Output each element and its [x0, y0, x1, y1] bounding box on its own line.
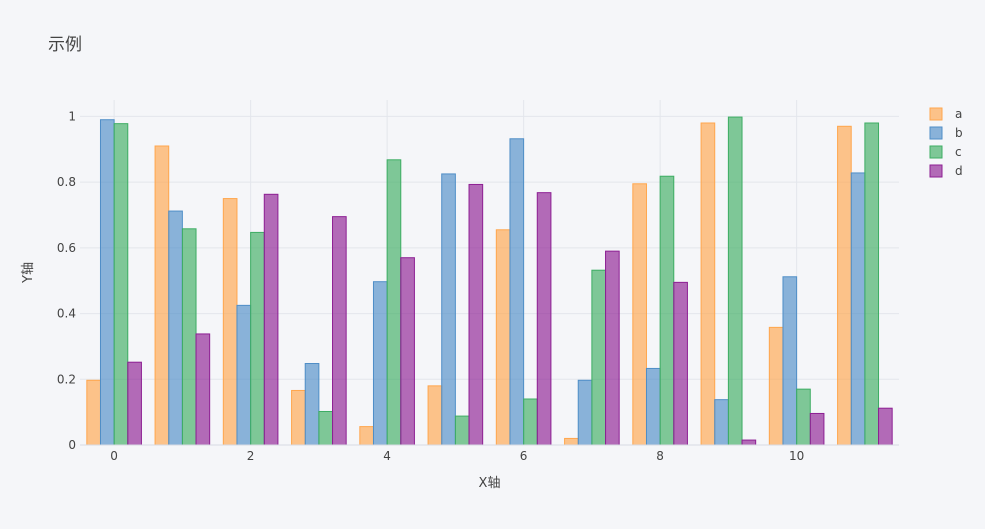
bar-b[interactable]: [509, 138, 525, 446]
bar-b[interactable]: [372, 281, 388, 446]
legend-label-b[interactable]: b: [955, 126, 963, 140]
legend-swatch-d[interactable]: [929, 164, 943, 178]
bar-a[interactable]: [154, 145, 170, 446]
legend-label-c[interactable]: c: [955, 145, 962, 159]
y-tick-label: 0.2: [57, 372, 76, 386]
y-tick-label: 1: [68, 109, 76, 123]
legend-swatch-b[interactable]: [929, 126, 943, 140]
x-tick-label: 2: [247, 449, 255, 463]
bar-b[interactable]: [714, 399, 729, 446]
bar-c[interactable]: [796, 388, 811, 446]
y-axis-title: Y轴: [21, 262, 36, 284]
bar-d[interactable]: [605, 250, 620, 446]
bar-b[interactable]: [168, 210, 183, 446]
y-tick-label: 0.6: [57, 241, 76, 255]
chart-title: 示例: [48, 35, 82, 55]
x-axis-title: X轴: [479, 476, 501, 491]
x-tick-label: 10: [789, 449, 804, 463]
bar-c[interactable]: [181, 228, 197, 446]
x-tick-label: 6: [520, 449, 528, 463]
bar-c[interactable]: [113, 123, 129, 446]
bar-d[interactable]: [400, 257, 415, 446]
bar-a[interactable]: [768, 326, 784, 446]
bar-a[interactable]: [632, 183, 647, 446]
y-tick-label: 0.4: [57, 307, 76, 321]
bar-d[interactable]: [741, 439, 757, 446]
x-tick-label: 8: [656, 449, 664, 463]
bar-c[interactable]: [727, 116, 743, 446]
bar-c[interactable]: [591, 269, 607, 446]
bar-c[interactable]: [318, 410, 334, 446]
bar-d[interactable]: [673, 281, 688, 446]
bar-d[interactable]: [127, 361, 142, 446]
bar-b[interactable]: [577, 379, 593, 446]
bar-b[interactable]: [441, 173, 456, 446]
legend-swatch-c[interactable]: [929, 145, 943, 159]
bar-b[interactable]: [99, 119, 115, 446]
bar-d[interactable]: [332, 216, 347, 446]
x-tick-label: 4: [383, 449, 391, 463]
bar-c[interactable]: [386, 159, 402, 446]
bar-a[interactable]: [700, 122, 716, 446]
bar-d[interactable]: [878, 407, 893, 446]
bar-c[interactable]: [523, 398, 538, 446]
legend-swatch-a[interactable]: [929, 107, 943, 121]
bar-c[interactable]: [864, 122, 880, 446]
bar-a[interactable]: [837, 125, 852, 446]
bar-a[interactable]: [222, 198, 238, 446]
y-tick-label: 0: [68, 438, 76, 452]
bar-d[interactable]: [195, 333, 211, 446]
bar-a[interactable]: [427, 385, 443, 446]
bar-a[interactable]: [359, 426, 374, 446]
bar-d[interactable]: [809, 412, 825, 446]
bar-b[interactable]: [645, 367, 661, 446]
axes: 00.20.40.60.810 2 4 6 8 10: [57, 109, 899, 463]
bar-a[interactable]: [495, 229, 511, 446]
bar-c[interactable]: [454, 415, 470, 446]
bar-b[interactable]: [850, 172, 866, 446]
bar-d[interactable]: [263, 193, 279, 446]
bar-c[interactable]: [250, 231, 265, 446]
bar-d[interactable]: [536, 192, 552, 446]
bar-d[interactable]: [468, 183, 484, 446]
bar-b[interactable]: [236, 304, 252, 446]
y-tick-label: 0.8: [57, 175, 76, 189]
bar-a[interactable]: [291, 389, 306, 446]
x-tick-label: 0: [110, 449, 118, 463]
legend-label-d[interactable]: d: [955, 164, 963, 178]
bar-a[interactable]: [86, 379, 101, 446]
bar-c[interactable]: [659, 175, 675, 446]
bar-b[interactable]: [304, 363, 320, 446]
bar-b[interactable]: [782, 276, 798, 446]
bar-a[interactable]: [564, 437, 579, 446]
legend-label-a[interactable]: a: [955, 107, 962, 121]
